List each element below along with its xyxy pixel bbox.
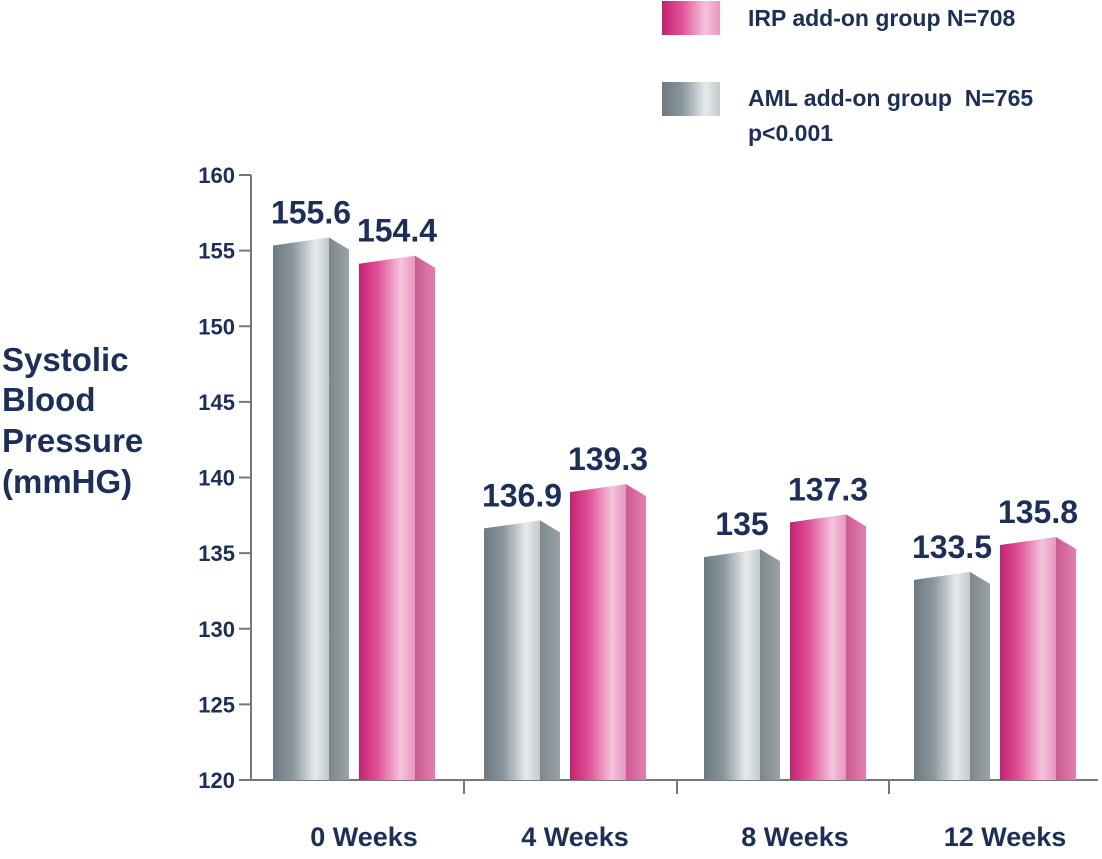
legend: IRP add-on group N=708 AML add-on group … <box>662 1 1033 146</box>
bar-irp-side <box>846 514 866 780</box>
bar-aml <box>484 520 540 780</box>
y-tick-label: 145 <box>198 390 235 415</box>
bar-aml-side <box>760 549 780 780</box>
p-value-note: p<0.001 <box>748 120 833 146</box>
bar-irp-side <box>415 255 435 780</box>
bar-irp-side <box>1056 537 1076 780</box>
y-tick-label: 140 <box>198 466 235 491</box>
category-label: 12 Weeks <box>944 822 1067 852</box>
legend-swatch-irp <box>662 1 720 35</box>
legend-label-aml: AML add-on group N=765 <box>748 85 1033 111</box>
category-label: 8 Weeks <box>741 822 849 852</box>
legend-label-irp: IRP add-on group N=708 <box>748 5 1016 31</box>
data-label: 135 <box>715 506 768 542</box>
data-label: 139.3 <box>568 441 648 477</box>
y-ticks: 120 125 130 135 140 145 150 155 160 <box>198 163 251 793</box>
y-axis-label-line: Systolic <box>2 341 129 378</box>
bar-aml <box>273 237 329 781</box>
data-label: 133.5 <box>912 529 992 565</box>
bar-aml-side <box>329 237 349 781</box>
y-tick-label: 130 <box>198 617 235 642</box>
bar-irp <box>359 255 415 780</box>
y-tick-label: 150 <box>198 314 235 339</box>
data-label: 135.8 <box>998 494 1078 530</box>
data-label: 155.6 <box>271 195 351 231</box>
y-tick-label: 125 <box>198 692 235 717</box>
bar-aml-side <box>540 520 560 780</box>
category-labels: 0 Weeks 4 Weeks 8 Weeks 12 Weeks <box>310 822 1066 852</box>
bar-aml <box>704 549 760 780</box>
y-axis-label: Systolic Blood Pressure (mmHG) <box>2 341 152 500</box>
data-label: 154.4 <box>357 213 437 249</box>
y-tick-label: 155 <box>198 239 235 264</box>
legend-swatch-aml <box>662 82 720 116</box>
bar-aml <box>914 571 970 780</box>
y-axis-label-line: Blood <box>2 381 95 418</box>
x-ticks <box>463 780 890 794</box>
bars <box>273 237 1076 781</box>
bar-irp <box>1000 537 1056 780</box>
bar-irp <box>790 514 846 780</box>
category-label: 0 Weeks <box>310 822 418 852</box>
data-label: 137.3 <box>788 471 868 507</box>
y-tick-label: 120 <box>198 768 235 793</box>
y-axis-label-line: (mmHG) <box>2 463 132 500</box>
category-label: 4 Weeks <box>521 822 629 852</box>
bar-irp-side <box>626 484 646 780</box>
y-tick-label: 160 <box>198 163 235 188</box>
data-label: 136.9 <box>482 477 562 513</box>
bar-aml-side <box>970 571 990 780</box>
bar-irp <box>570 484 626 780</box>
y-axis-label-line: Pressure <box>2 422 143 459</box>
y-tick-label: 135 <box>198 541 235 566</box>
